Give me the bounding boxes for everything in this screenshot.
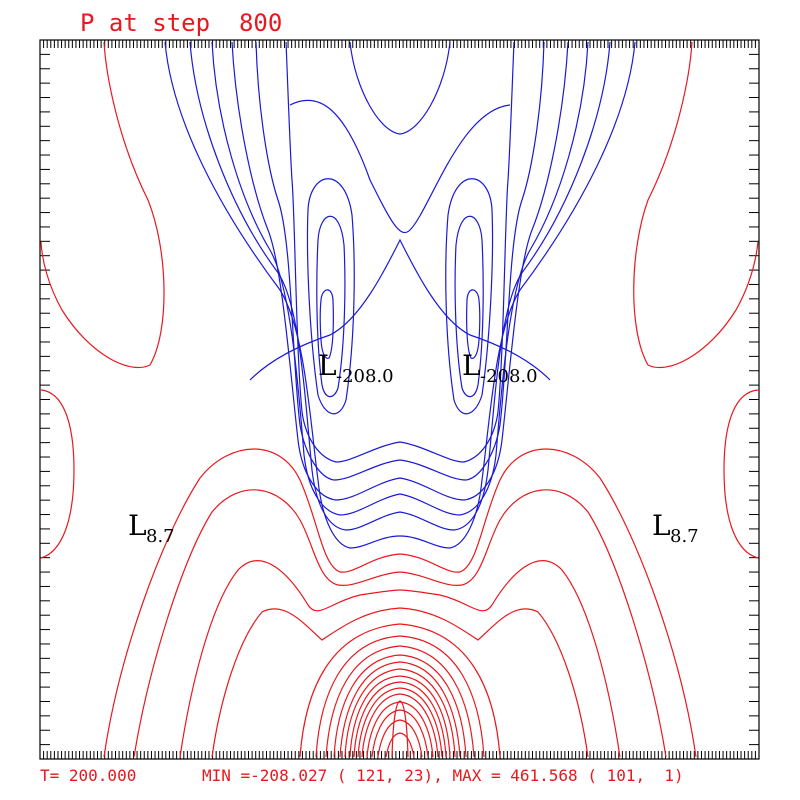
contour-blue-top-lobe [349,41,451,135]
negative-contours [164,41,636,549]
contour-red-edge-left [40,389,75,559]
svg-text:L: L [462,349,481,382]
contour-blue-saddle-right [249,238,551,381]
contour-red-edge-right [723,389,759,559]
footer-time: T= 200.000 [40,766,136,785]
contour-blue-saddle-left [289,99,511,234]
contour-red-inner-3 [325,645,475,758]
contour-blue-lobe-right-1 [445,178,494,415]
plot-title: P at step 800 [80,9,282,37]
extrema-labels: L -208.0 L -208.0 L 8.7 L 8.7 [128,349,699,547]
contour-red-inner-9 [357,687,443,758]
contour-red-inner-11 [366,701,434,758]
contour-blue-6 [285,41,515,463]
label-low-left-center: L -208.0 [318,349,394,387]
contour-blue-lobe-left-3 [319,289,334,360]
plot-frame [39,39,760,760]
contour-red-inner-13 [377,719,423,758]
svg-text:8.7: 8.7 [146,526,175,547]
contour-red-inner-6 [344,668,456,758]
label-low-left: L 8.7 [128,509,175,547]
contour-red-inner-10 [361,693,439,758]
contour-red-inner-2 [315,635,485,758]
contour-red-arch-3 [179,560,621,758]
contour-blue-lobe-left-1 [306,178,355,415]
contour-red-inner-14 [385,732,415,758]
contour-blue-4 [231,41,569,501]
svg-text:L: L [128,509,147,542]
contour-red-inner-8 [353,681,447,758]
svg-text:L: L [652,509,671,542]
svg-text:-208.0: -208.0 [336,366,394,387]
contour-red-arch-1 [103,448,697,758]
label-low-right-center: L -208.0 [462,349,538,387]
contour-blue-3 [211,41,589,516]
contour-blue-5 [255,41,545,481]
contour-blue-lobe-right-2 [454,215,484,398]
contour-red-inner-1 [299,623,501,758]
contour-red-arch-4 [211,607,589,758]
axis-ticks [39,39,760,760]
positive-contours [40,41,759,758]
contour-red-side-right [633,41,759,369]
contour-red-arch-2 [133,489,667,758]
contour-red-inner-15 [391,700,409,758]
contour-blue-lobe-right-3 [466,289,481,360]
svg-text:L: L [318,349,337,382]
contour-blue-outer [164,41,636,549]
svg-text:-208.0: -208.0 [480,366,538,387]
contour-red-inner-12 [371,709,429,758]
contour-red-side-left [40,41,165,369]
svg-text:8.7: 8.7 [670,526,699,547]
contour-blue-2 [189,41,611,531]
contour-blue-lobe-left-2 [316,215,346,398]
label-low-right: L 8.7 [652,509,699,547]
contour-red-inner-5 [339,661,461,758]
footer-stats: MIN =-208.027 ( 121, 23), MAX = 461.568 … [202,766,684,785]
contour-red-inner-7 [349,675,451,758]
contour-red-inner-4 [333,654,467,758]
